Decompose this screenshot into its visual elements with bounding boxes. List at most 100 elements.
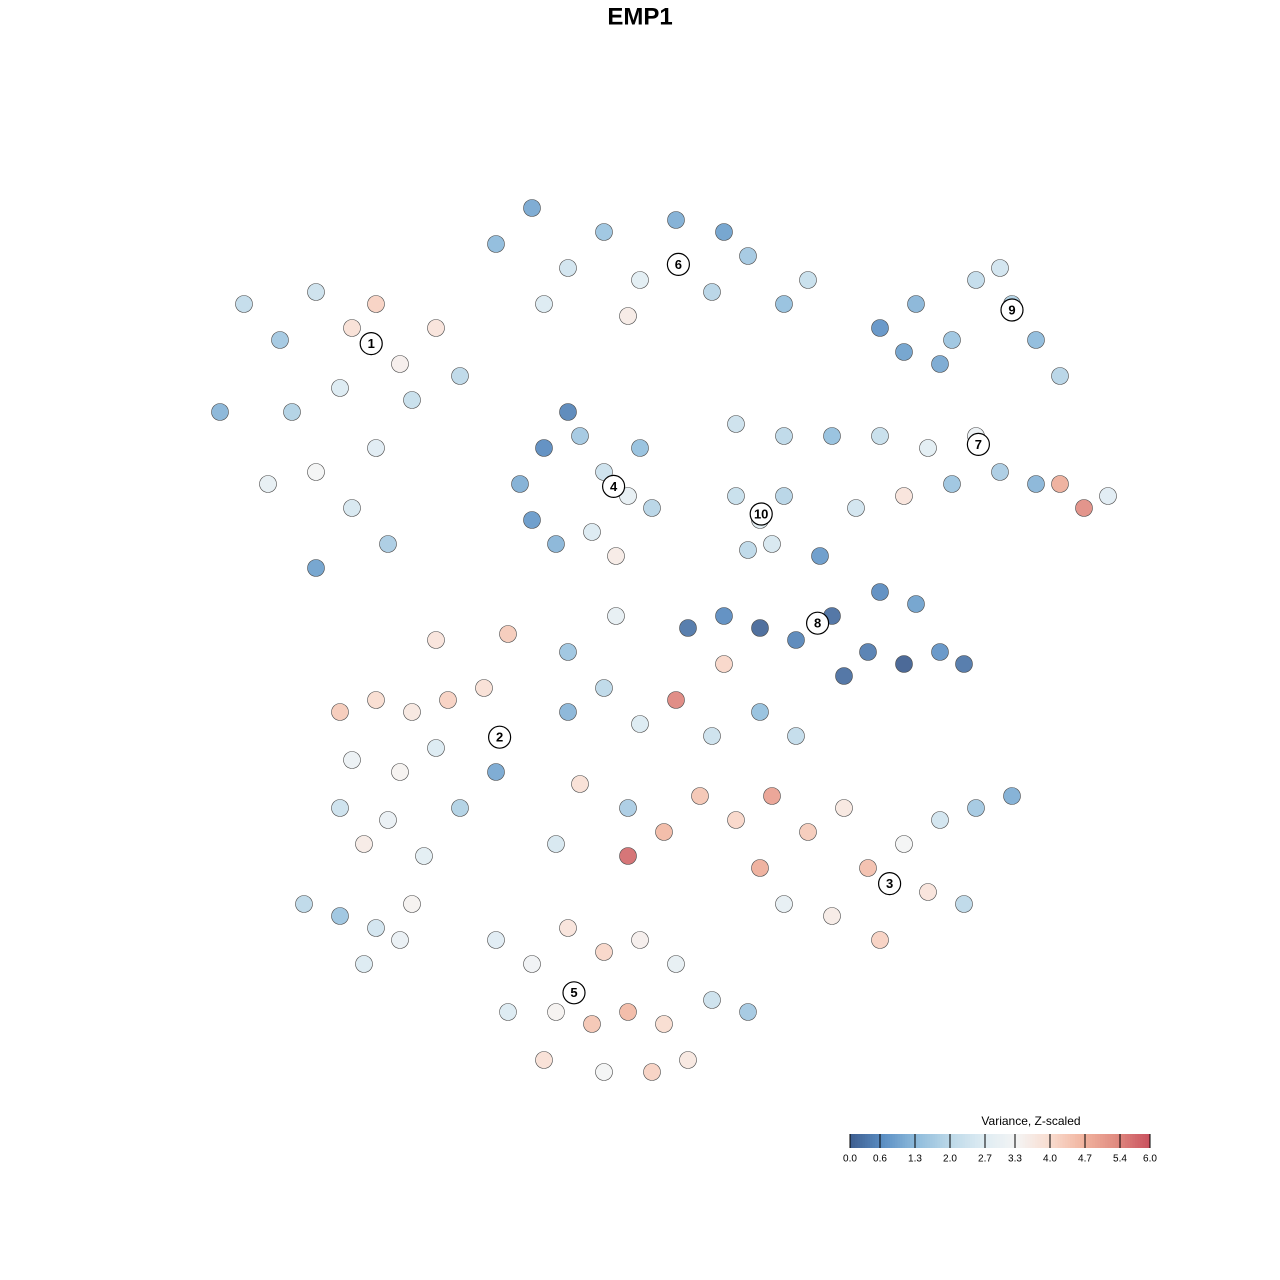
point — [415, 847, 433, 865]
point — [391, 355, 409, 373]
colorbar-segment — [910, 1134, 913, 1148]
point — [871, 427, 889, 445]
point — [703, 283, 721, 301]
point — [487, 763, 505, 781]
colorbar-segment — [862, 1134, 866, 1148]
colorbar-segment — [875, 1134, 878, 1148]
point — [631, 439, 649, 457]
colorbar-segment — [1110, 1134, 1113, 1148]
point — [283, 403, 301, 421]
point — [751, 619, 769, 637]
point — [559, 403, 577, 421]
colorbar-segment — [992, 1134, 996, 1148]
cluster-label: 1 — [368, 336, 375, 351]
colorbar-segment — [1067, 1134, 1071, 1148]
cluster-marker — [966, 432, 991, 456]
point — [235, 295, 253, 313]
cluster-label: 8 — [814, 616, 821, 631]
point — [739, 541, 757, 559]
point — [307, 463, 325, 481]
point — [427, 319, 445, 337]
colorbar-segment — [895, 1134, 898, 1148]
colorbar-segment — [1075, 1134, 1078, 1148]
point — [631, 271, 649, 289]
colorbar-segment — [1072, 1134, 1076, 1148]
point — [403, 703, 421, 721]
colorbar-segment — [1005, 1134, 1008, 1148]
colorbar-tick-label: 4.7 — [1078, 1154, 1092, 1165]
point — [667, 211, 685, 229]
point — [679, 619, 697, 637]
point — [271, 331, 289, 349]
colorbar-segment — [982, 1134, 986, 1148]
colorbar-tick-label: 6.0 — [1143, 1154, 1157, 1165]
point — [331, 379, 349, 397]
colorbar-segment — [917, 1134, 921, 1148]
point — [595, 1063, 613, 1081]
colorbar-segment — [927, 1134, 931, 1148]
point — [523, 955, 541, 973]
colorbar-segment — [1060, 1134, 1063, 1148]
point — [715, 223, 733, 241]
point — [775, 487, 793, 505]
colorbar-segment — [1007, 1134, 1011, 1148]
point — [691, 787, 709, 805]
colorbar-segment — [1115, 1134, 1118, 1148]
cluster-marker — [877, 871, 902, 896]
point — [895, 343, 913, 361]
point — [571, 775, 589, 793]
point — [331, 703, 349, 721]
colorbar-segment — [977, 1134, 981, 1148]
point — [967, 271, 985, 289]
colorbar-segment — [860, 1134, 863, 1148]
point — [1051, 475, 1069, 493]
colorbar-segment — [1102, 1134, 1106, 1148]
point — [703, 727, 721, 745]
point — [931, 355, 949, 373]
point — [403, 391, 421, 409]
colorbar-segment — [890, 1134, 893, 1148]
chart-title: EMP1 — [607, 3, 672, 30]
point — [895, 487, 913, 505]
points — [211, 199, 1117, 1081]
point — [679, 1051, 697, 1069]
colorbar-segment — [1095, 1134, 1098, 1148]
colorbar-segment — [872, 1134, 876, 1148]
point — [787, 631, 805, 649]
colorbar-segment — [942, 1134, 946, 1148]
point — [751, 859, 769, 877]
colorbar-tick-label: 4.0 — [1043, 1154, 1057, 1165]
colorbar-tick-label: 5.4 — [1113, 1154, 1127, 1165]
colorbar-segment — [920, 1134, 923, 1148]
point — [991, 463, 1009, 481]
cluster-marker — [666, 252, 691, 276]
colorbar-tick-label: 0.6 — [873, 1154, 887, 1165]
point — [727, 811, 745, 829]
point — [955, 895, 973, 913]
point — [1027, 331, 1045, 349]
colorbar-segment — [1040, 1134, 1043, 1148]
colorbar-segment — [1112, 1134, 1116, 1148]
colorbar-segment — [1100, 1134, 1103, 1148]
point — [499, 625, 517, 643]
colorbar-segment — [1000, 1134, 1003, 1148]
point — [823, 907, 841, 925]
point — [547, 535, 565, 553]
colorbar-segment — [997, 1134, 1001, 1148]
point — [799, 823, 817, 841]
point — [931, 811, 949, 829]
colorbar-segment — [1135, 1134, 1138, 1148]
point — [259, 475, 277, 493]
point — [643, 499, 661, 517]
cluster-label: 6 — [675, 257, 682, 272]
point — [487, 235, 505, 253]
cluster-marker — [601, 474, 626, 498]
point — [751, 703, 769, 721]
colorbar-segment — [1132, 1134, 1136, 1148]
colorbar-segment — [990, 1134, 993, 1148]
point — [367, 295, 385, 313]
point — [379, 535, 397, 553]
colorbar-segment — [967, 1134, 971, 1148]
